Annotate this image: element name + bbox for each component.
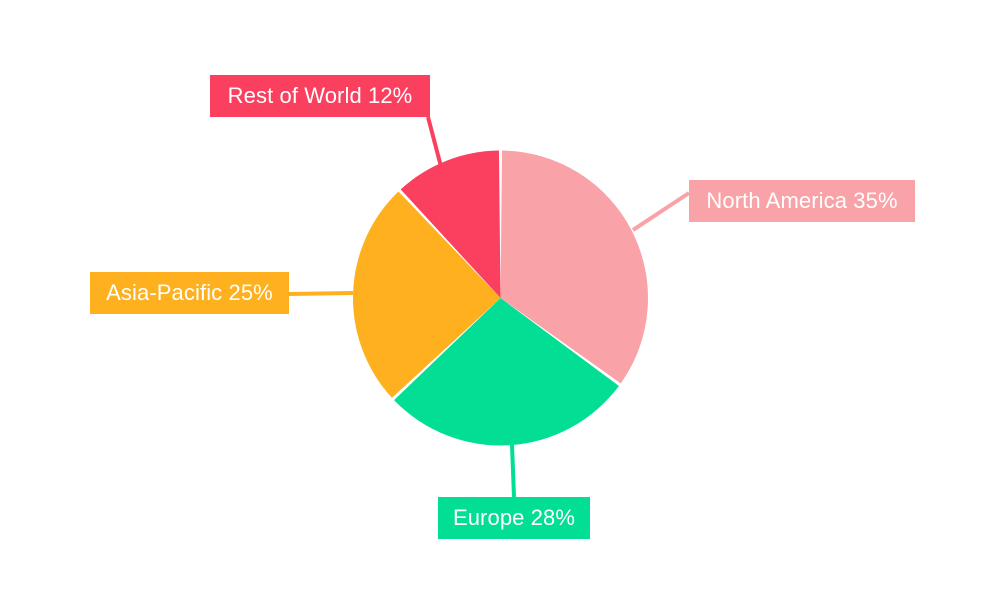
pie-label-text-asia-pacific: Asia-Pacific 25% xyxy=(106,280,273,305)
pie-label-north-america[interactable]: North America 35% xyxy=(689,180,915,222)
pie-label-text-north-america: North America 35% xyxy=(706,188,898,213)
leader-line-asia-pacific xyxy=(288,291,354,296)
pie-slice-asia-pacific[interactable] xyxy=(353,191,501,398)
pie-slice-europe[interactable] xyxy=(394,298,619,446)
pie-slice-rest-of-world[interactable] xyxy=(400,150,501,298)
pie-label-rest-of-world[interactable]: Rest of World 12% xyxy=(210,75,430,117)
leader-line-north-america xyxy=(631,191,691,232)
pie-label-text-rest-of-world: Rest of World 12% xyxy=(227,83,413,108)
pie-label-text-europe: Europe 28% xyxy=(452,505,576,530)
pie-slice-group xyxy=(353,150,648,446)
pie-label-europe[interactable]: Europe 28% xyxy=(438,497,590,539)
pie-slice-north-america[interactable] xyxy=(500,150,648,384)
leader-line-europe xyxy=(510,444,516,498)
pie-label-asia-pacific[interactable]: Asia-Pacific 25% xyxy=(90,272,289,314)
